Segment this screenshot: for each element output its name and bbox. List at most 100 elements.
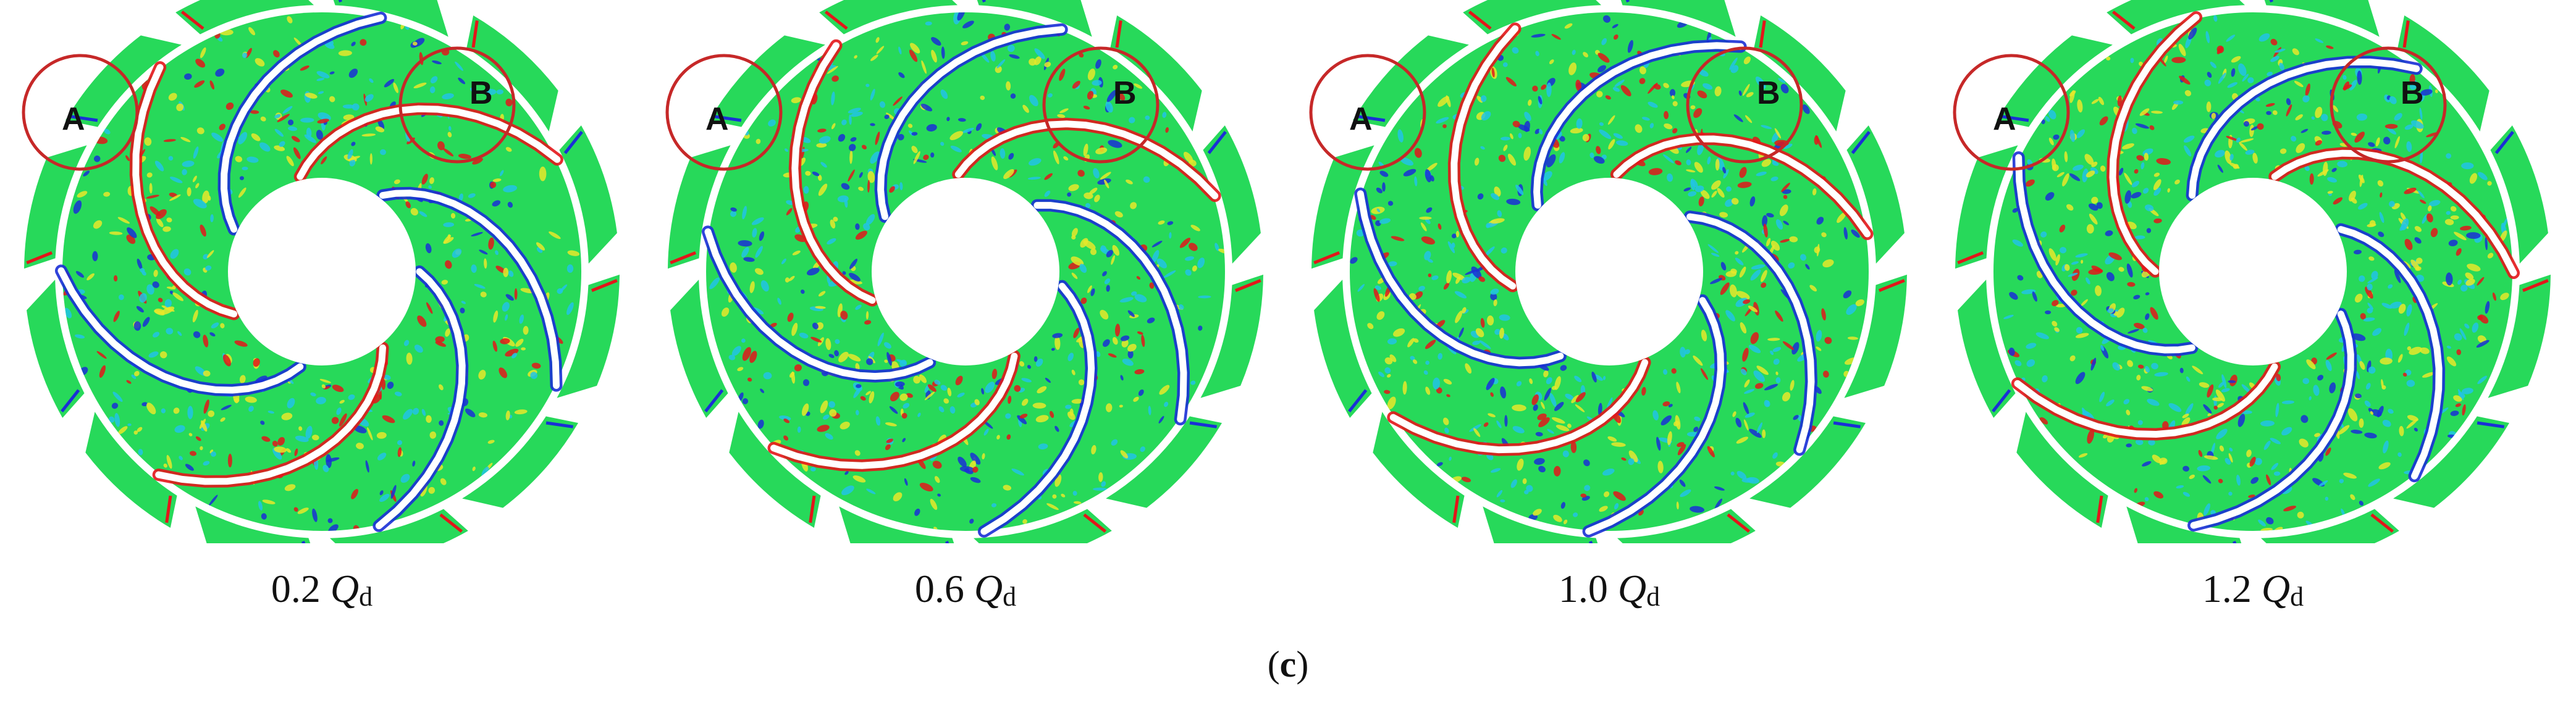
turbulence-speck (508, 270, 514, 277)
turbulence-speck (1805, 264, 1810, 270)
turbulence-speck (1575, 80, 1582, 91)
turbulence-speck (849, 259, 857, 269)
turbulence-speck (1680, 489, 1691, 498)
turbulence-speck (2294, 80, 2304, 88)
turbulence-speck (242, 52, 248, 59)
impeller-blade (1450, 25, 1519, 290)
turbulence-speck (280, 90, 293, 98)
turbulence-speck (387, 382, 394, 389)
turbulence-speck (1044, 190, 1051, 197)
turbulence-speck (1726, 186, 1732, 192)
turbulence-speck (2279, 148, 2287, 154)
turbulence-speck (2184, 90, 2192, 96)
impeller-blade (2015, 154, 2195, 354)
turbulence-speck (1387, 201, 1394, 206)
turbulence-speck (2337, 161, 2347, 168)
turbulence-speck (854, 55, 857, 59)
turbulence-speck (934, 380, 941, 385)
turbulence-speck (755, 246, 763, 258)
turbulence-speck (2124, 190, 2131, 204)
turbulence-speck (1022, 104, 1029, 113)
diffuser-vane (195, 506, 311, 543)
turbulence-speck (2357, 70, 2362, 85)
turbulence-speck (176, 103, 184, 111)
turbulence-speck (519, 314, 524, 324)
turbulence-speck (974, 399, 980, 406)
turbulence-speck (503, 267, 509, 277)
turbulence-speck (1008, 152, 1014, 160)
turbulence-speck (975, 123, 982, 131)
turbulence-speck (1121, 339, 1129, 348)
turbulence-speck (103, 128, 111, 135)
turbulence-speck (1350, 257, 1358, 264)
turbulence-speck (1714, 86, 1722, 97)
turbulence-speck (1714, 498, 1723, 509)
turbulence-speck (819, 136, 831, 144)
turbulence-speck (493, 311, 499, 323)
turbulence-speck (2409, 74, 2415, 85)
vane-edge-streak (1358, 115, 1386, 122)
turbulence-speck (169, 290, 174, 294)
turbulence-speck (2317, 375, 2324, 381)
turbulence-speck (1449, 456, 1452, 461)
turbulence-speck (2153, 218, 2162, 223)
turbulence-speck (920, 104, 933, 112)
turbulence-speck (441, 280, 448, 285)
turbulence-speck (2381, 385, 2386, 390)
turbulence-speck (2091, 265, 2103, 273)
turbulence-speck (1106, 249, 1113, 257)
turbulence-speck (1447, 241, 1455, 254)
diffuser-vane (65, 35, 182, 127)
turbulence-speck (743, 257, 755, 262)
turbulence-speck (1379, 218, 1391, 224)
turbulence-speck (505, 147, 512, 152)
panel-caption: 1.0 Qd (1287, 569, 1931, 611)
turbulence-speck (351, 141, 356, 146)
turbulence-speck (2144, 204, 2154, 212)
turbulence-speck (785, 148, 788, 152)
diffuser-vane (24, 145, 87, 269)
turbulence-speck (1661, 415, 1672, 426)
turbulence-speck (2040, 231, 2047, 238)
turbulence-speck (318, 112, 331, 121)
turbulence-speck (1393, 328, 1405, 337)
turbulence-speck (1663, 83, 1669, 88)
turbulence-speck (1743, 402, 1749, 415)
turbulence-speck (867, 180, 870, 193)
turbulence-speck (1127, 343, 1137, 352)
turbulence-speck (1560, 365, 1567, 371)
vane-edge-streak (809, 495, 816, 523)
diffuser-vane (2126, 506, 2242, 543)
turbulence-speck (2454, 232, 2467, 241)
turbulence-speck (267, 411, 275, 414)
flow-symbol: Q (1617, 567, 1647, 611)
turbulence-speck (1034, 56, 1042, 65)
turbulence-speck (763, 372, 772, 380)
turbulence-speck (924, 391, 935, 401)
turbulence-speck (1740, 322, 1747, 334)
turbulence-speck (1732, 411, 1736, 417)
turbulence-speck (2485, 237, 2488, 251)
turbulence-speck (919, 374, 927, 383)
turbulence-speck (2228, 491, 2233, 496)
vane-edge-streak (2370, 513, 2394, 533)
turbulence-speck (291, 136, 300, 143)
turbulence-speck (187, 187, 192, 196)
turbulence-speck (1465, 269, 1478, 275)
turbulence-speck (2331, 167, 2337, 172)
turbulence-speck (1083, 143, 1088, 157)
turbulence-speck (2444, 219, 2454, 225)
turbulence-speck (2091, 99, 2099, 104)
turbulence-speck (2075, 253, 2088, 258)
turbulence-speck (460, 307, 465, 314)
turbulence-speck (870, 88, 875, 101)
turbulence-speck (855, 230, 867, 240)
impeller-blade (954, 120, 1219, 199)
turbulence-speck (2145, 313, 2150, 320)
turbulence-speck (1090, 288, 1095, 296)
region-a-marker-circle (1953, 54, 2070, 171)
turbulence-speck (488, 237, 494, 250)
turbulence-speck (865, 311, 869, 320)
turbulence-speck (2321, 114, 2328, 122)
turbulence-speck (495, 250, 499, 256)
